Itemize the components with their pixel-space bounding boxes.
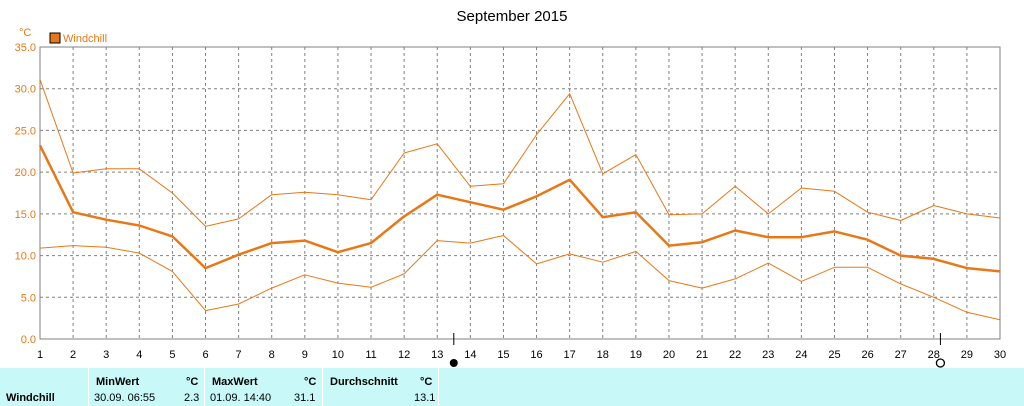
x-tick-label: 12 xyxy=(398,349,410,361)
axis-labels: 0.05.010.015.020.025.030.035.01 2 3 4 5 6 7 8 9 1… xyxy=(15,42,1007,361)
x-tick-label: 20 xyxy=(663,349,675,361)
summary-divider xyxy=(204,368,205,406)
series-layer xyxy=(38,79,1001,321)
min-time: 30.09. 06:55 xyxy=(94,392,156,404)
min-value: 2.3 xyxy=(184,392,200,404)
x-tick-label: 10 xyxy=(332,349,344,361)
plot-area xyxy=(39,46,1001,340)
new-moon-icon xyxy=(935,358,946,368)
y-tick-label: 20.0 xyxy=(15,167,36,179)
x-tick-label: 16 xyxy=(530,349,542,361)
x-tick-label: 6 xyxy=(202,349,208,361)
x-tick-label: 23 xyxy=(762,349,774,361)
chart-title: September 2015 xyxy=(457,8,568,25)
x-tick-label: 30 xyxy=(994,349,1006,361)
avg-value: 13.1 xyxy=(414,392,436,404)
x-tick-label: 27 xyxy=(895,349,907,361)
avg-header: Durchschnitt xyxy=(330,376,398,388)
y-tick-label: 30.0 xyxy=(15,84,36,96)
min-unit: °C xyxy=(186,376,199,388)
summary-divider xyxy=(322,368,323,406)
series-line-avg xyxy=(38,144,1001,273)
x-tick-label: 9 xyxy=(302,349,308,361)
x-tick-label: 5 xyxy=(169,349,175,361)
grid-lines xyxy=(40,47,1000,339)
x-tick-label: 1 xyxy=(37,349,43,361)
x-tick-label: 22 xyxy=(729,349,741,361)
min-header: MinWert xyxy=(96,376,140,388)
x-tick-label: 24 xyxy=(795,349,807,361)
summary-row-label: Windchill xyxy=(6,392,55,404)
x-tick-label: 13 xyxy=(431,349,443,361)
y-tick-label: 35.0 xyxy=(15,42,36,54)
max-header: MaxWert xyxy=(212,376,258,388)
y-unit-label: °C xyxy=(19,27,31,39)
y-tick-label: 0.0 xyxy=(21,334,36,346)
y-tick-label: 5.0 xyxy=(21,292,36,304)
x-tick-label: 14 xyxy=(464,349,476,361)
x-tick-label: 11 xyxy=(365,349,376,361)
x-tick-label: 4 xyxy=(136,349,142,361)
y-tick-label: 15.0 xyxy=(15,209,36,221)
max-unit: °C xyxy=(304,376,317,388)
y-tick-label: 10.0 xyxy=(15,251,36,263)
legend-swatch xyxy=(49,32,61,44)
x-tick-label: 28 xyxy=(928,349,940,361)
x-tick-label: 29 xyxy=(961,349,973,361)
y-tick-label: 25.0 xyxy=(15,125,36,137)
moon-markers xyxy=(449,333,946,368)
windchill-chart: September 2015 °C Windchill 0.05.010.015… xyxy=(15,8,1007,368)
x-tick-label: 19 xyxy=(630,349,642,361)
summary-divider xyxy=(88,368,89,406)
x-tick-label: 3 xyxy=(103,349,109,361)
x-tick-label: 25 xyxy=(828,349,840,361)
summary-divider xyxy=(438,368,439,406)
max-value: 31.1 xyxy=(294,392,316,404)
x-tick-label: 18 xyxy=(597,349,609,361)
max-time: 01.09. 14:40 xyxy=(210,392,272,404)
series-line-max xyxy=(39,79,1001,227)
x-tick-label: 21 xyxy=(696,349,708,361)
legend-label: Windchill xyxy=(63,33,107,45)
x-tick-label: 17 xyxy=(564,349,576,361)
x-tick-label: 15 xyxy=(497,349,509,361)
x-tick-label: 26 xyxy=(861,349,873,361)
x-tick-label: 2 xyxy=(70,349,76,361)
series-line-min xyxy=(39,235,1001,321)
full-moon-icon xyxy=(449,359,458,367)
avg-unit: °C xyxy=(420,376,433,388)
x-tick-label: 8 xyxy=(269,349,275,361)
x-tick-label: 7 xyxy=(236,349,242,361)
summary-panel: Windchill MinWert °C 30.09. 06:55 2.3 Ma… xyxy=(0,368,1024,406)
